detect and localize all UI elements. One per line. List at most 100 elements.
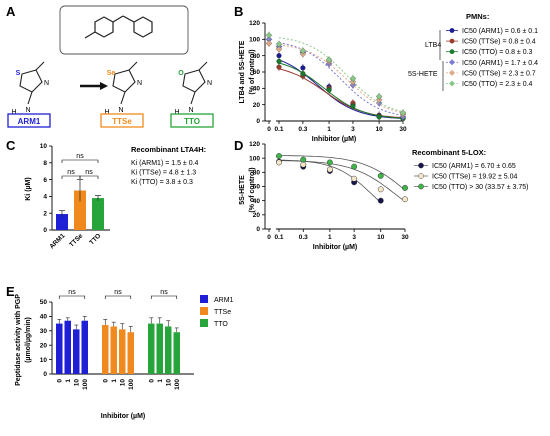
reaction-arrowhead: [100, 82, 108, 90]
d-x-tick-label: 3: [352, 234, 356, 241]
c-sig-label: ns: [67, 169, 75, 176]
e-sig-bracket: [104, 295, 132, 299]
d-data-point: [276, 153, 282, 159]
b-legend-marker: [449, 59, 455, 66]
d-x-tick-label: 1: [328, 234, 332, 241]
b-data-point: [275, 45, 283, 53]
d-legend-title: Recombinant 5-LOX:: [412, 148, 486, 157]
e-bar: [173, 332, 180, 374]
d-y-tick-label: 40: [253, 198, 261, 205]
e-bar: [127, 332, 134, 374]
b-legend-entry: IC50 (ARM1) = 0.6 ± 0.1: [462, 28, 538, 35]
molecule-group: SNNHHARM1SeNNHHTTSeONNHHTTO: [7, 61, 214, 128]
ring-n-label: N: [207, 80, 212, 87]
b-fit-curve: [278, 42, 404, 116]
amine-bond: [120, 91, 126, 105]
b-fit-curve: [278, 59, 404, 119]
e-legend-swatch: [200, 307, 208, 315]
e-x-tick-label: 0: [56, 379, 63, 383]
b-data-point: [265, 32, 273, 39]
e-sig-label: ns: [114, 289, 122, 296]
b-data-point: [300, 71, 306, 77]
b-legend-entry: IC50 (TTSe) = 2.3 ± 0.7: [462, 70, 536, 77]
d-y-axis-title: 5S-HETE: [239, 175, 246, 205]
e-x-tick-label: 10: [165, 379, 172, 387]
panel-a-label: A: [6, 4, 16, 19]
b-data-point: [350, 103, 356, 109]
d-x-tick-label: 0.3: [299, 234, 308, 241]
e-bar: [148, 323, 155, 374]
c-legend-entry: Ki (TTSe) = 4.8 ± 1.3: [131, 170, 196, 177]
panel-b-label: B: [234, 4, 243, 19]
e-x-tick-label: 1: [111, 379, 118, 383]
c-bar: [92, 198, 104, 230]
c-x-tick-label: TTSe: [68, 232, 84, 248]
b-data-point: [276, 64, 282, 70]
e-x-tick-label: 0: [148, 379, 155, 383]
d-legend-entry: IC50 (TTO) > 30 (33.57 ± 3.75): [432, 184, 529, 191]
b-x-tick-label: 10: [375, 126, 383, 133]
b-legend-marker: [449, 49, 455, 55]
d-y-axis-unit: (% of control): [249, 167, 256, 212]
amine-n-label: N: [188, 107, 193, 114]
d-x-tick-label: 30: [401, 234, 409, 241]
c-bar: [56, 214, 68, 230]
d-legend-marker: [418, 173, 424, 179]
b-y-axis-unit: (% of control): [249, 49, 256, 94]
b-x-tick-label: 1: [327, 126, 331, 133]
amine-bond: [190, 91, 196, 105]
c-legend-entry: Ki (ARM1) = 1.5 ± 0.4: [131, 160, 199, 167]
compound-name: ARM1: [18, 117, 41, 126]
e-sig-label: ns: [160, 289, 168, 296]
e-y-tick-label: 30: [40, 328, 48, 335]
d-fit-curve: [278, 160, 406, 202]
b-x-tick-label: 3: [351, 126, 355, 133]
b-x-tick-label: 0.3: [298, 126, 307, 133]
e-legend-entry: ARM1: [214, 297, 234, 304]
b-data-point: [375, 93, 383, 100]
c-y-axis-title: Ki (µM): [25, 177, 32, 200]
c-x-tick-label: TTO: [88, 232, 102, 246]
compound-name: TTSe: [112, 117, 132, 126]
b-legend-entry: IC50 (TTO) = 0.8 ± 0.3: [462, 49, 533, 56]
amine-bond: [27, 91, 33, 105]
d-y-tick-label: 120: [249, 141, 260, 148]
e-bar: [119, 329, 126, 374]
e-bar: [156, 323, 163, 374]
c-legend-entry: Ki (TTO) = 3.8 ± 0.3: [131, 179, 193, 186]
b-fit-curve: [278, 62, 404, 119]
d-data-point: [377, 186, 384, 193]
d-fit-curve: [279, 155, 406, 191]
heteroatom-label: O: [178, 70, 184, 77]
d-data-point: [276, 159, 282, 166]
d-data-point: [300, 161, 307, 168]
amine-h-label: H: [11, 109, 16, 116]
e-y-axis-unit: (µmol/µg/min): [25, 317, 32, 363]
e-bar: [102, 325, 109, 374]
side-chain-bond: [198, 61, 208, 71]
c-sig-label: ns: [85, 169, 93, 176]
d-y-tick-label: 100: [249, 155, 260, 162]
panel-e-label: E: [6, 284, 15, 299]
thiazole-ring: [112, 69, 136, 93]
e-legend-entry: TTO: [214, 321, 228, 328]
c-sig-label: ns: [76, 153, 84, 160]
b-x-axis-title: Inhibitor (µM): [312, 136, 356, 143]
e-bar: [110, 326, 117, 374]
c-y-tick-label: 2: [43, 210, 47, 217]
b-legend-entry: IC50 (ARM1) = 1.7 ± 0.4: [462, 60, 538, 67]
d-y-tick-label: 60: [253, 184, 261, 191]
d-y-tick-label: 20: [253, 212, 261, 219]
d-data-point: [300, 156, 307, 163]
e-y-tick-label: 0: [43, 371, 47, 378]
c-y-tick-label: 0: [43, 227, 47, 234]
b-y-tick-label: 0: [256, 118, 260, 125]
c-bar: [74, 190, 86, 230]
b-legend-entry: IC50 (TTSe) = 0.8 ± 0.4: [462, 39, 536, 46]
d-y-tick-label: 80: [253, 170, 261, 177]
compound-box: [170, 113, 214, 128]
c-sig-bracket: [61, 175, 81, 179]
e-x-tick-label: 100: [174, 379, 181, 390]
